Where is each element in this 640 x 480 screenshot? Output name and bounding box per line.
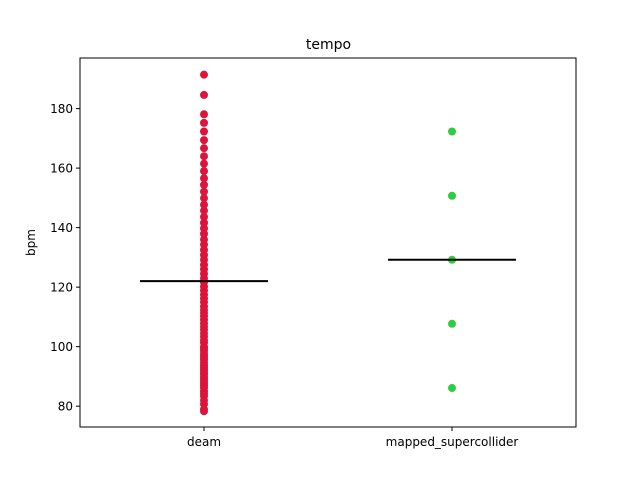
point-deam-56 <box>200 212 208 221</box>
point-deam-64 <box>200 159 208 168</box>
point-deam-70 <box>200 110 208 119</box>
point-deam-62 <box>200 174 208 183</box>
point-deam-52 <box>200 235 208 244</box>
point-mapped_supercollider-4 <box>448 127 456 136</box>
point-mapped_supercollider-3 <box>448 191 456 200</box>
point-deam-66 <box>200 144 208 153</box>
point-deam-55 <box>200 218 208 227</box>
y-axis-label: bpm <box>24 229 38 256</box>
chart-title: tempo <box>306 37 351 53</box>
point-deam-54 <box>200 224 208 233</box>
point-deam-60 <box>200 187 208 196</box>
point-deam-71 <box>200 90 208 99</box>
point-mapped_supercollider-1 <box>448 319 456 328</box>
y-tick-label-80: 80 <box>58 400 73 414</box>
point-deam-65 <box>200 152 208 161</box>
point-deam-58 <box>200 200 208 209</box>
point-deam-72 <box>200 70 208 79</box>
point-deam-61 <box>200 180 208 189</box>
y-tick-label-160: 160 <box>50 162 73 176</box>
point-deam-69 <box>200 118 208 127</box>
axes-frame <box>79 57 577 428</box>
point-deam-63 <box>200 167 208 176</box>
y-tick-label-180: 180 <box>50 102 73 116</box>
y-tick-label-140: 140 <box>50 221 73 235</box>
point-deam-68 <box>200 127 208 136</box>
x-tick-label-deam: deam <box>187 435 221 449</box>
x-tick-label-mapped_supercollider: mapped_supercollider <box>386 435 519 449</box>
point-mapped_supercollider-0 <box>448 384 456 393</box>
point-deam-59 <box>200 194 208 203</box>
y-tick-label-100: 100 <box>50 340 73 354</box>
y-tick-label-120: 120 <box>50 281 73 295</box>
plot-area: 80 100 120 140 160 180 deam mapped_supercollide… <box>50 57 577 449</box>
point-deam-67 <box>200 136 208 145</box>
point-deam-57 <box>200 206 208 215</box>
